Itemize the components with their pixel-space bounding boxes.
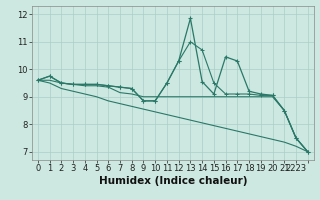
X-axis label: Humidex (Indice chaleur): Humidex (Indice chaleur) xyxy=(99,176,247,186)
